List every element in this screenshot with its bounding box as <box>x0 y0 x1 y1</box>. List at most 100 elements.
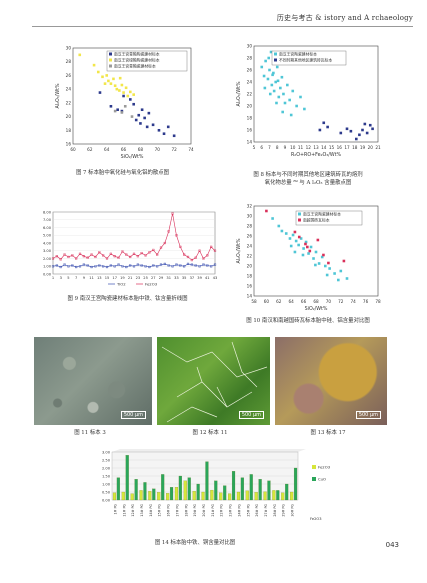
data-point <box>327 261 330 265</box>
x-tick-label: 7 <box>268 145 271 150</box>
data-point <box>132 102 135 106</box>
data-point <box>179 264 182 267</box>
x-tick-label: 26# PG <box>255 504 259 517</box>
plot-frame <box>72 47 192 145</box>
data-point <box>63 253 66 256</box>
x-tick-label: 66 <box>301 299 307 304</box>
bar-Fe2O3 <box>201 491 205 501</box>
legend-swatch <box>109 64 112 68</box>
y-tick-label: 2.50 <box>102 458 111 462</box>
data-point <box>63 263 66 266</box>
data-point <box>140 264 143 267</box>
data-point <box>281 110 284 114</box>
legend-label: 不同时期其他地区建筑砖瓦标本 <box>279 58 332 63</box>
x-tick-label: 60 <box>70 147 76 152</box>
data-point <box>314 263 317 267</box>
series-line-Fe2O3 <box>52 213 216 261</box>
legend-label: Fe2O3 <box>318 465 331 470</box>
data-point <box>71 254 74 257</box>
data-point <box>324 264 327 268</box>
data-point <box>105 74 109 77</box>
x-tick-label: 27 <box>151 276 156 280</box>
legend-box <box>271 50 347 66</box>
page-number: 043 <box>385 541 399 549</box>
x-tick-label: 23 <box>136 276 141 280</box>
bar-Fe2O3 <box>263 491 267 501</box>
y-tick-label: 14 <box>247 294 253 299</box>
bar-Fe2O3 <box>290 491 294 501</box>
data-point <box>262 74 266 78</box>
data-point <box>55 264 58 267</box>
x-tick-label: 23# PG <box>229 504 233 517</box>
scale-bar-label: 500 μm <box>120 411 146 419</box>
figure-8: 5 6 7 8 9 10 11 12 13 14 15 16 17 18 19 20 21 14 16 18 20 22 2… <box>232 40 382 165</box>
data-point <box>314 250 318 254</box>
y-tick-label: 22 <box>247 254 253 259</box>
data-point <box>190 263 193 266</box>
data-point <box>125 253 128 256</box>
data-point <box>202 263 205 266</box>
x-tick-label: 9 <box>83 276 86 280</box>
data-point <box>275 101 278 105</box>
data-point <box>198 265 201 268</box>
x-tick-label: 12# PG <box>131 504 135 517</box>
legend-swatch <box>298 212 301 216</box>
y-tick-label: 4.00 <box>43 241 52 245</box>
bar-Fe2O3 <box>139 490 143 501</box>
fig14-chart: 0.00 0.50 1.00 1.50 2.00 2.50 3.00 1# PG 11# PG 1… <box>102 449 331 521</box>
y-axis-label: Al₂O₃/Wt% <box>55 83 61 108</box>
data-point <box>157 128 161 132</box>
bar-CuO <box>267 480 271 501</box>
data-point <box>270 83 274 87</box>
data-point <box>210 245 213 248</box>
legend-swatch <box>298 218 301 222</box>
x-tick-label: 66 <box>121 147 127 152</box>
bar-Fe2O3 <box>272 490 276 501</box>
y-tick-label: 16 <box>247 128 253 133</box>
x-tick-label: 5 <box>67 276 69 280</box>
fig10-chart: 58 60 62 64 66 68 70 72 74 76 78 14 16 18 20 22 24 26 28 30… <box>236 204 381 313</box>
legend-label: 南汉王宫青釉陶瓷建材标本 <box>114 52 160 57</box>
figure-9: 0.00 1.00 2.00 3.00 4.00 5.00 6.00 7.00 8.00 1 3 5 7… <box>35 208 220 290</box>
x-tick-label: 1# PG <box>113 504 117 515</box>
data-point <box>130 115 134 118</box>
x-tick-label: 14# PG <box>149 504 153 517</box>
bar-Fe2O3 <box>245 490 249 501</box>
axis-series-label: Fe2O3 <box>310 517 321 521</box>
x-tick-label: 25 <box>143 276 148 280</box>
data-point <box>113 84 117 88</box>
x-tick-label: 8 <box>276 145 279 150</box>
figure-7: 60 62 64 66 68 70 72 74 16 18 20 22 24 26 28 30 SiO₂/Wt%… <box>55 42 195 162</box>
x-tick-label: 72 <box>338 299 344 304</box>
data-point <box>349 129 353 133</box>
data-point <box>210 265 213 268</box>
data-point <box>345 127 349 131</box>
data-point <box>124 86 128 90</box>
bar-CuO <box>205 461 209 501</box>
x-tick-label: 64 <box>289 299 295 304</box>
x-tick-label: 39 <box>197 276 202 280</box>
x-tick-label: 19 <box>360 145 366 150</box>
data-point <box>145 125 149 129</box>
data-point <box>322 121 326 125</box>
data-point <box>183 265 186 268</box>
fig14-caption: 图 14 标本胎中铁、铜含量对比图 <box>154 540 236 546</box>
bar-CuO <box>231 471 236 501</box>
data-point <box>325 273 329 277</box>
data-point <box>159 246 163 249</box>
data-point <box>269 50 273 54</box>
data-point <box>140 108 144 112</box>
data-point <box>277 224 281 228</box>
data-point <box>103 82 107 85</box>
data-point <box>90 253 93 256</box>
data-point <box>302 247 305 250</box>
data-point <box>202 257 205 260</box>
data-point <box>312 257 315 260</box>
legend-label: Fe2O3 <box>145 282 158 287</box>
data-point <box>175 263 178 266</box>
x-tick-label: 70 <box>326 299 332 304</box>
data-point <box>288 98 291 102</box>
data-point <box>264 59 267 63</box>
data-point <box>288 237 292 240</box>
x-tick-label: 16 <box>337 145 343 150</box>
